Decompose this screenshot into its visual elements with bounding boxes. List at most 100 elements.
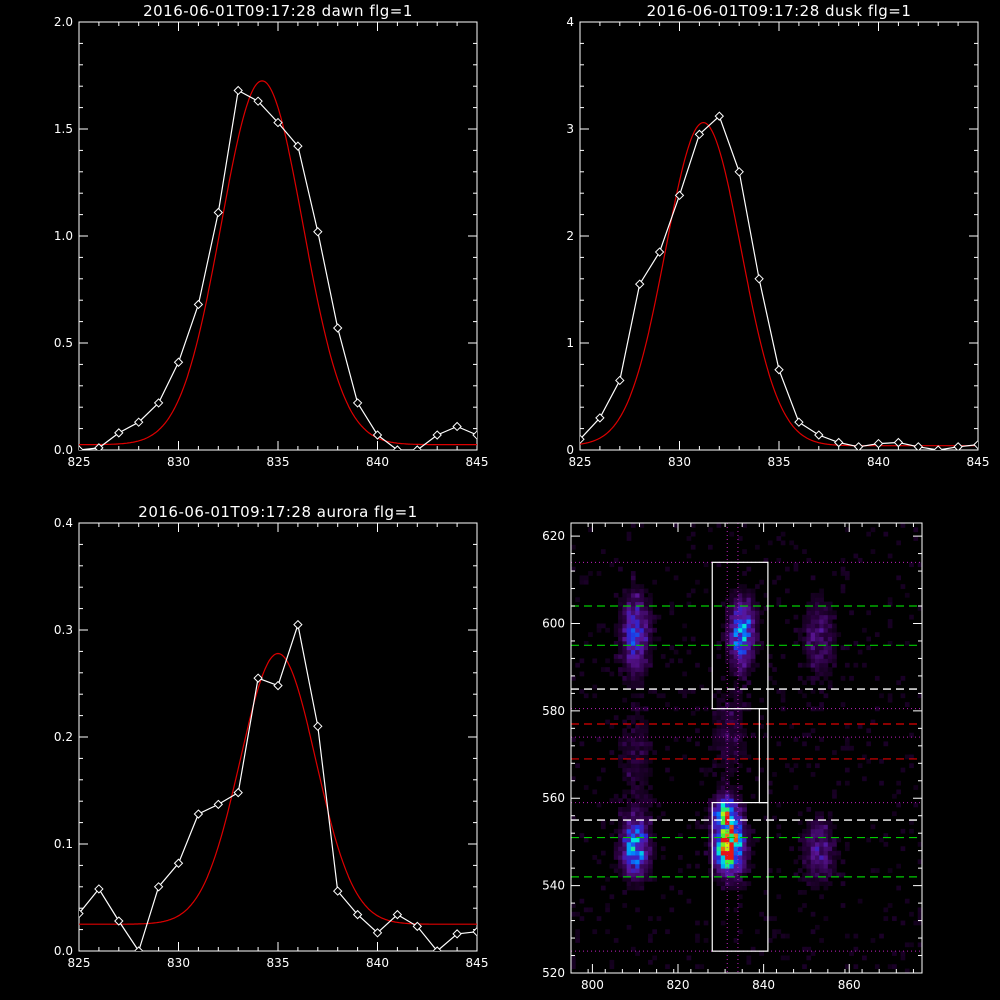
heatmap-cell (810, 675, 816, 681)
heatmap-cell (643, 824, 649, 830)
heatmap-cell (729, 806, 735, 812)
heatmap-cell (609, 723, 615, 729)
heatmap-cell (827, 837, 833, 843)
heatmap-cell (844, 723, 850, 729)
heatmap-cell (733, 614, 739, 620)
heatmap-cell (648, 745, 653, 751)
heatmap-cell (643, 619, 649, 624)
heatmap-cell (630, 828, 636, 834)
heatmap-cell (797, 837, 803, 843)
heatmap-cell (759, 951, 765, 956)
heatmap-cell (827, 855, 833, 860)
aurora-data-point (133, 946, 144, 951)
heatmap-cell (720, 728, 726, 734)
heatmap-cell (759, 911, 765, 917)
heatmap-cell (630, 636, 636, 642)
heatmap-cell (635, 671, 640, 677)
heatmap-cell (780, 540, 786, 546)
heatmap-cell (648, 689, 653, 694)
heatmap-cell (716, 785, 722, 790)
heatmap-cell (635, 789, 640, 795)
heatmap-cell (746, 881, 752, 887)
heatmap-cell (630, 671, 636, 677)
heatmap-cell (626, 658, 632, 664)
heatmap-cell (840, 645, 846, 651)
heatmap-cell (635, 820, 640, 825)
heatmap-cell (733, 754, 739, 760)
heatmap-cell (733, 850, 739, 856)
heatmap-cell (626, 732, 632, 738)
heatmap-cell (716, 710, 722, 716)
heatmap-cell (725, 798, 730, 804)
heatmap-cell (626, 868, 632, 873)
heatmap-cell (733, 680, 739, 686)
heatmap-cell (806, 863, 812, 869)
heatmap-cell (635, 619, 640, 624)
heatmap-cell (716, 855, 722, 860)
heatmap-cell (810, 911, 816, 917)
heatmap-cell (737, 675, 743, 681)
heatmap-cell (626, 619, 632, 624)
y-tick-label: 1.0 (54, 229, 73, 243)
heatmap-cell (652, 619, 658, 624)
heatmap-cell (746, 645, 752, 651)
heatmap-cell (707, 841, 713, 847)
heatmap-cell (639, 662, 645, 668)
heatmap-cell (733, 654, 739, 659)
heatmap-cell (622, 868, 628, 873)
heatmap-cell (712, 863, 717, 869)
heatmap-cell (729, 667, 735, 672)
heatmap-cell (720, 850, 726, 856)
heatmap-cell (639, 806, 645, 812)
heatmap-cell (613, 793, 619, 799)
heatmap-cell (618, 597, 623, 603)
heatmap-cell (643, 667, 649, 672)
heatmap-cell (571, 955, 576, 961)
heatmap-cell (703, 815, 709, 821)
heatmap-cell (737, 868, 743, 873)
heatmap-cell (737, 728, 743, 734)
x-tick-label: 835 (267, 956, 290, 970)
heatmap-cell (823, 872, 829, 878)
heatmap-cell (725, 723, 730, 729)
heatmap-cell (823, 667, 829, 672)
heatmap-cell (887, 640, 893, 646)
heatmap-cell (720, 675, 726, 681)
heatmap-cell (755, 584, 760, 589)
heatmap-cell (746, 627, 752, 633)
heatmap-cell (729, 815, 735, 821)
dawn-data-point (273, 117, 283, 128)
heatmap-cell (814, 820, 820, 825)
heatmap-cell (707, 811, 713, 817)
heatmap-cell (652, 850, 658, 856)
heatmap-cell (669, 606, 675, 611)
heatmap-cell (823, 828, 829, 834)
heatmap-cell (695, 728, 700, 734)
heatmap-cell (742, 592, 747, 598)
heatmap-cell (630, 693, 636, 699)
heatmap-cell (622, 614, 628, 620)
heatmap-cell (630, 750, 636, 755)
heatmap-cell (896, 540, 901, 546)
heatmap-cell (819, 850, 824, 856)
heatmap-cell (618, 820, 623, 825)
heatmap-cell (703, 588, 709, 594)
heatmap-cell (630, 785, 636, 790)
heatmap-cell (913, 920, 919, 926)
heatmap-cell (695, 938, 700, 943)
heatmap-cell (630, 737, 636, 742)
heatmap-cell (600, 885, 606, 891)
heatmap-cell (883, 841, 889, 847)
heatmap-cell (660, 654, 666, 659)
heatmap-cell (755, 619, 760, 624)
heatmap-cell (626, 833, 632, 838)
heatmap-cell (742, 750, 747, 755)
x-tick-label: 835 (768, 455, 791, 469)
dawn-data-point (114, 428, 124, 438)
heatmap-cell (737, 798, 743, 804)
heatmap-cell (772, 579, 777, 585)
heatmap-cell (682, 636, 687, 642)
heatmap-cell (802, 741, 807, 747)
